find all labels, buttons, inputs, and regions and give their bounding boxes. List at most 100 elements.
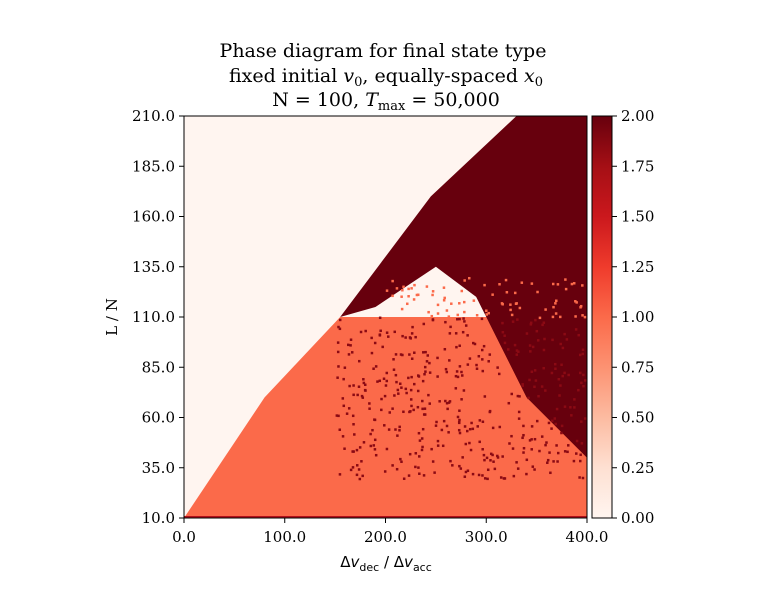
colorbar-tick-label: 0.00 (621, 509, 654, 527)
heatmap-speckle (411, 325, 414, 329)
heatmap-speckle (577, 388, 580, 392)
heatmap-speckle (362, 381, 366, 385)
heatmap-speckle (545, 441, 548, 444)
heatmap-speckle (341, 435, 345, 438)
y-tick-label: 85.0 (142, 358, 175, 376)
heatmap-speckles (335, 276, 587, 481)
heatmap-speckle (501, 321, 504, 325)
heatmap-speckle (392, 368, 396, 371)
x-tick-label: 100.0 (263, 528, 306, 546)
heatmap-speckle (582, 384, 585, 388)
colorbar-tick-label: 0.25 (621, 459, 654, 477)
heatmap-speckle (393, 330, 396, 334)
colorbar-ticks: 0.00 0.25 0.50 0.75 1.00 1.25 1.50 1.75 2.00 (612, 107, 654, 527)
heatmap-speckle (522, 451, 525, 454)
heatmap-speckle (372, 367, 375, 370)
heatmap-speckle (574, 315, 577, 318)
heatmap-speckle (338, 318, 342, 322)
heatmap-speckle (513, 343, 517, 347)
heatmap-speckle (501, 455, 504, 458)
heatmap-speckle (489, 459, 492, 462)
heatmap-speckle (383, 424, 386, 427)
heatmap-speckle (414, 452, 418, 455)
heatmap-speckle (577, 333, 580, 337)
heatmap-speckle (422, 474, 426, 477)
heatmap-speckle (454, 374, 458, 378)
heatmap-speckle (540, 435, 544, 438)
heatmap-speckle (461, 456, 464, 459)
heatmap-speckle (373, 418, 377, 422)
heatmap-speckle (509, 303, 512, 306)
heatmap-speckle (385, 331, 389, 334)
heatmap-speckle (486, 477, 489, 481)
heatmap-speckle (487, 360, 490, 363)
heatmap-speckle (525, 332, 529, 335)
heatmap-speckle (544, 443, 547, 447)
heatmap-speckle (385, 379, 389, 383)
heatmap-speckle (362, 441, 366, 444)
heatmap-speckle (489, 452, 493, 456)
heatmap-speckle (466, 469, 470, 472)
heatmap-speckle (422, 322, 426, 326)
heatmap-speckle (516, 318, 519, 321)
heatmap-speckle (458, 431, 462, 435)
heatmap-speckle (428, 371, 432, 374)
heatmap-speckle (534, 379, 538, 382)
heatmap-speckle (498, 425, 502, 429)
heatmap-speckle (414, 335, 417, 339)
heatmap-speckle (520, 281, 524, 284)
heatmap-speckle (483, 458, 486, 462)
heatmap-speckle (460, 398, 463, 401)
heatmap-speckle (343, 366, 347, 369)
heatmap-speckle (470, 421, 473, 425)
heatmap-speckle (352, 384, 355, 387)
heatmap-speckle (458, 344, 461, 347)
heatmap-speckle (417, 431, 421, 435)
heatmap-speckle (583, 315, 587, 319)
heatmap-speckle (398, 382, 402, 385)
heatmap-speckle (542, 321, 546, 324)
heatmap-speckle (374, 453, 378, 457)
heatmap-speckle (529, 321, 533, 325)
heatmap-speckle (547, 421, 551, 425)
heatmap-speckle (472, 299, 476, 302)
heatmap-speckle (385, 371, 389, 375)
heatmap-speckle (455, 345, 458, 349)
heatmap-speckle (410, 357, 414, 360)
heatmap-speckle (553, 362, 557, 366)
heatmap-speckle (542, 366, 545, 370)
heatmap-speckle (369, 432, 372, 436)
heatmap-regions (184, 116, 587, 518)
heatmap-speckle (350, 351, 354, 354)
chart-title-line-2: fixed initial v0, equally-spaced x0 (229, 65, 543, 90)
heatmap-speckle (544, 308, 547, 311)
heatmap-speckle (454, 332, 458, 335)
heatmap-speckle (405, 391, 408, 395)
heatmap-speckle (380, 397, 383, 401)
heatmap-speckle (410, 287, 413, 290)
heatmap-speckle (382, 377, 386, 381)
heatmap-speckle (442, 286, 446, 289)
heatmap-speckle (496, 454, 499, 458)
heatmap-speckle (436, 439, 440, 443)
y-tick-label: 185.0 (132, 157, 175, 175)
heatmap-speckle (456, 318, 459, 321)
heatmap-speckle (461, 330, 465, 334)
heatmap-speckle (396, 434, 399, 437)
heatmap-speckle (457, 420, 461, 424)
heatmap-speckle (360, 394, 364, 398)
heatmap-speckle (412, 408, 415, 412)
heatmap-speckle (406, 302, 409, 306)
heatmap-speckle (399, 457, 402, 461)
heatmap-speckle (370, 336, 373, 340)
heatmap-speckle (391, 464, 394, 467)
colorbar-tick-label: 1.75 (621, 157, 654, 175)
heatmap-speckle (373, 448, 377, 451)
y-tick-label: 35.0 (142, 459, 175, 477)
heatmap-speckle (443, 296, 446, 300)
heatmap-speckle (525, 472, 528, 476)
heatmap-speckle (527, 396, 530, 400)
y-tick-label: 110.0 (132, 308, 175, 326)
heatmap-speckle (428, 361, 431, 365)
heatmap-speckle (463, 425, 467, 428)
